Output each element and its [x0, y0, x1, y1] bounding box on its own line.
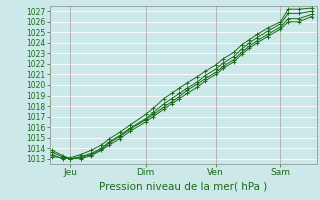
X-axis label: Pression niveau de la mer( hPa ): Pression niveau de la mer( hPa ): [99, 181, 267, 191]
